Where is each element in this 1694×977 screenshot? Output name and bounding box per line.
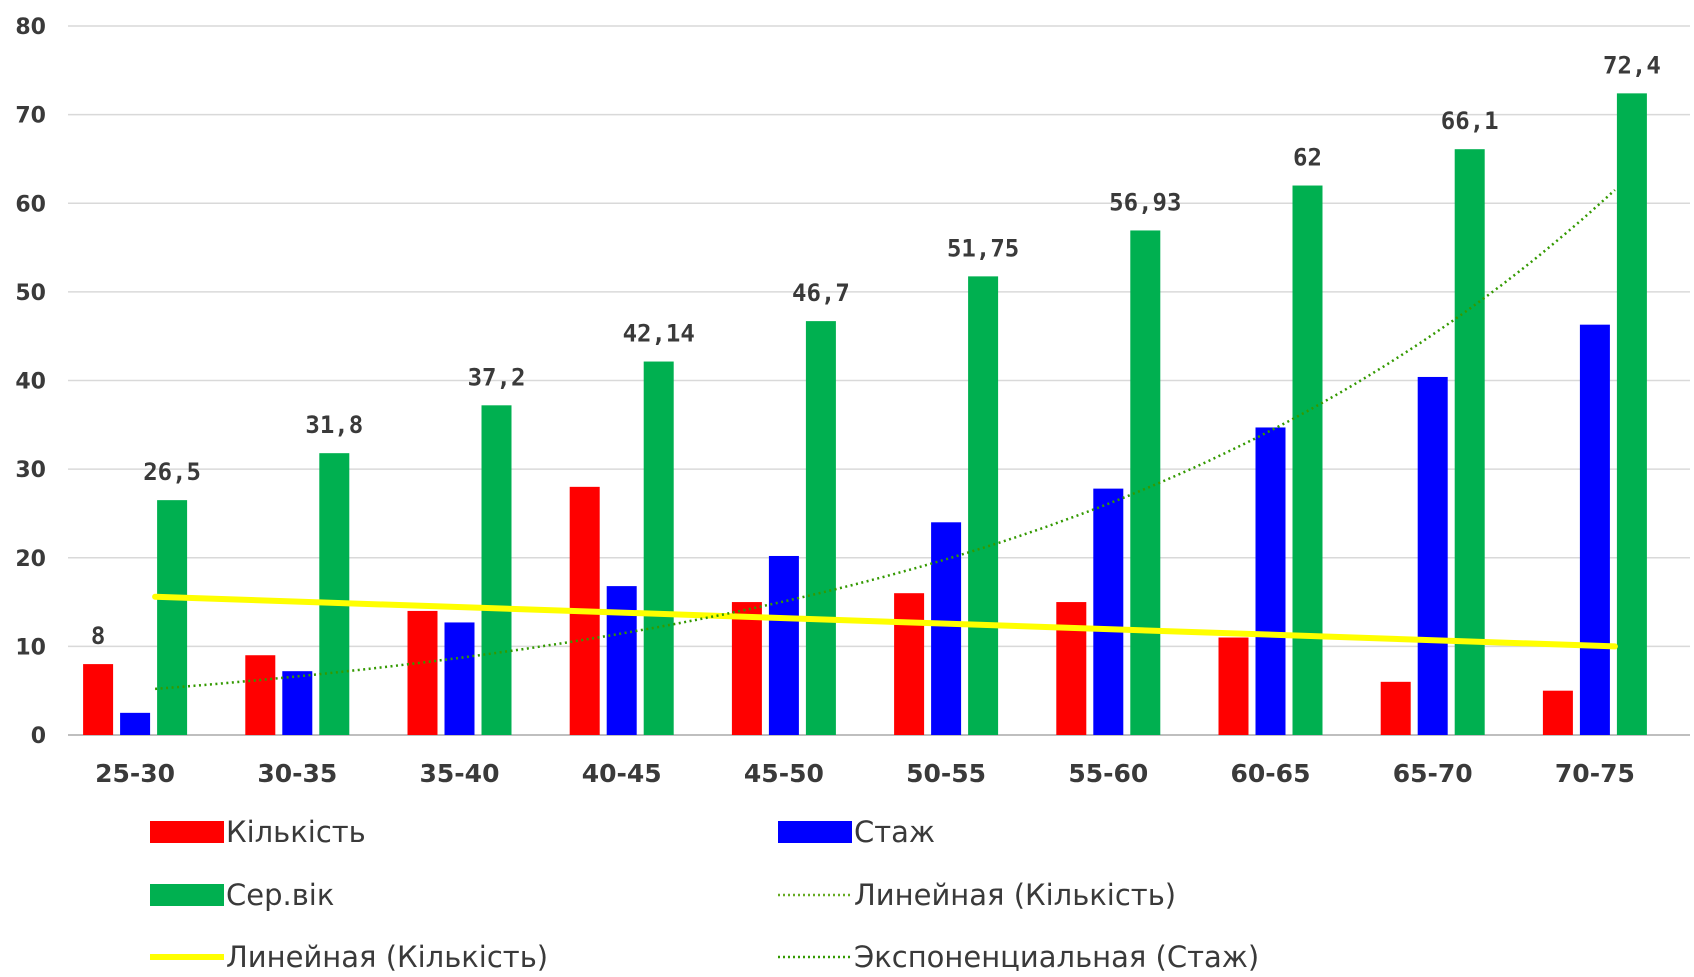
bar-stazh xyxy=(1579,324,1610,735)
trendline-exponential xyxy=(155,189,1616,691)
data-label: 66,1 xyxy=(1441,107,1499,135)
bar-stazh xyxy=(444,622,475,735)
bar-stazh xyxy=(606,586,637,735)
legend-label: Кількість xyxy=(226,815,366,849)
y-tick-label: 10 xyxy=(15,635,46,660)
legend-label: Линейная (Кількість) xyxy=(226,940,548,974)
bar-stazh xyxy=(1417,376,1448,735)
x-tick-label: 35-40 xyxy=(420,759,500,788)
legend-label: Сер.вік xyxy=(226,878,334,912)
data-label: 26,5 xyxy=(143,458,201,486)
bars xyxy=(83,93,1647,736)
x-tick-label: 50-55 xyxy=(906,759,986,788)
bar-ser-vik xyxy=(643,361,674,735)
data-labels: 8 26,5 31,8 37,2 42,14 46,7 51,75 56,93 62 66,1 72… xyxy=(91,51,1661,650)
bar-stazh xyxy=(931,522,962,735)
y-tick-label: 50 xyxy=(15,281,46,306)
legend: Кількість Стаж Сер.вік Линейная (Кількість)… xyxy=(150,815,1259,974)
bar-kilkist xyxy=(83,664,114,735)
y-axis: 0 10 20 30 40 50 60 70 80 xyxy=(15,15,46,749)
legend-swatch xyxy=(150,884,224,906)
bar-ser-vik xyxy=(1454,149,1485,736)
legend-label: Стаж xyxy=(854,815,935,849)
trendlines xyxy=(152,189,1618,691)
x-tick-label: 30-35 xyxy=(257,759,337,788)
y-tick-label: 0 xyxy=(31,724,46,749)
x-tick-label: 45-50 xyxy=(744,759,824,788)
bar-kilkist xyxy=(245,655,276,735)
y-tick-label: 40 xyxy=(15,370,46,395)
y-tick-label: 80 xyxy=(15,15,46,40)
bar-kilkist xyxy=(1542,690,1573,735)
data-label: 46,7 xyxy=(792,279,850,307)
x-tick-label: 55-60 xyxy=(1068,759,1148,788)
bar-kilkist xyxy=(1218,637,1249,735)
bar-ser-vik xyxy=(1130,230,1161,735)
x-tick-label: 70-75 xyxy=(1555,759,1635,788)
bar-stazh xyxy=(1093,488,1124,735)
data-label: 72,4 xyxy=(1603,51,1661,79)
data-label: 51,75 xyxy=(947,234,1019,262)
y-tick-label: 30 xyxy=(15,458,46,483)
bar-ser-vik xyxy=(319,453,350,735)
data-label: 8 xyxy=(91,622,105,650)
x-tick-label: 60-65 xyxy=(1231,759,1311,788)
legend-label: Экспоненциальная (Стаж) xyxy=(854,940,1259,974)
data-label: 42,14 xyxy=(623,320,695,348)
bar-kilkist xyxy=(731,602,762,735)
x-axis: 25-30 30-35 35-40 40-45 45-50 50-55 55-60 60-65… xyxy=(95,759,1635,788)
bar-stazh xyxy=(282,671,313,735)
y-tick-label: 60 xyxy=(15,192,46,217)
bar-kilkist xyxy=(894,593,925,735)
legend-swatch xyxy=(150,821,224,843)
bar-ser-vik xyxy=(1616,93,1647,736)
bar-ser-vik xyxy=(157,500,188,735)
x-tick-label: 40-45 xyxy=(582,759,662,788)
legend-swatch xyxy=(778,821,852,843)
bar-ser-vik xyxy=(1292,185,1323,735)
y-tick-label: 70 xyxy=(15,104,46,129)
data-label: 62 xyxy=(1293,144,1322,172)
data-label: 31,8 xyxy=(305,411,363,439)
x-tick-label: 25-30 xyxy=(95,759,175,788)
bar-kilkist xyxy=(1056,602,1087,735)
bar-ser-vik xyxy=(481,405,512,735)
data-label: 56,93 xyxy=(1109,188,1181,216)
y-tick-label: 20 xyxy=(15,547,46,572)
bar-stazh xyxy=(1255,427,1286,735)
bar-stazh xyxy=(768,555,799,735)
data-label: 37,2 xyxy=(468,363,526,391)
bar-ser-vik xyxy=(805,321,836,735)
bar-kilkist xyxy=(407,610,438,735)
bar-ser-vik xyxy=(968,276,999,735)
legend-label: Линейная (Кількість) xyxy=(854,878,1176,912)
bar-stazh xyxy=(120,712,151,735)
x-tick-label: 65-70 xyxy=(1393,759,1473,788)
bar-kilkist xyxy=(1380,681,1411,735)
trendline-linear xyxy=(152,593,1618,650)
